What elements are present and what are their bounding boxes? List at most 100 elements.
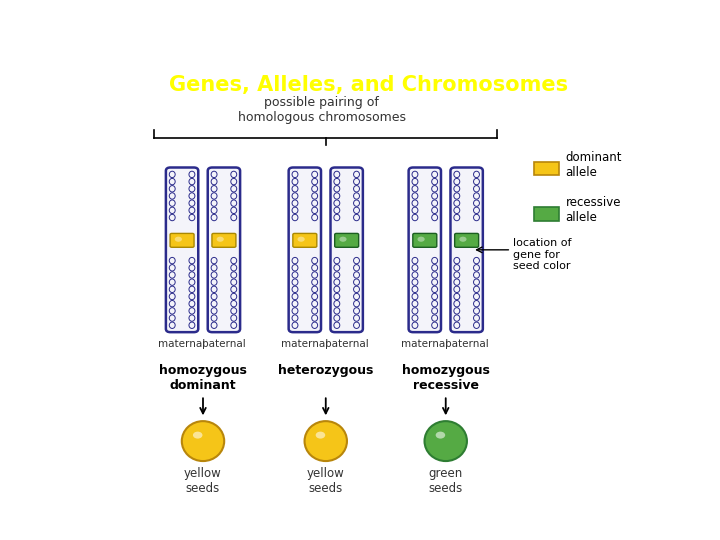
Ellipse shape <box>412 300 418 307</box>
Ellipse shape <box>354 308 359 314</box>
Ellipse shape <box>211 308 217 314</box>
Ellipse shape <box>412 308 418 314</box>
Ellipse shape <box>432 300 438 307</box>
Ellipse shape <box>211 178 217 185</box>
Ellipse shape <box>454 258 460 264</box>
FancyBboxPatch shape <box>166 167 198 332</box>
Ellipse shape <box>334 200 340 206</box>
Ellipse shape <box>231 193 237 199</box>
Text: heterozygous: heterozygous <box>278 364 374 377</box>
Ellipse shape <box>454 308 460 314</box>
Ellipse shape <box>354 322 359 328</box>
Ellipse shape <box>354 265 359 271</box>
Ellipse shape <box>454 186 460 192</box>
Ellipse shape <box>334 286 340 293</box>
Ellipse shape <box>474 265 480 271</box>
Ellipse shape <box>454 286 460 293</box>
FancyBboxPatch shape <box>172 234 192 246</box>
Ellipse shape <box>474 193 480 199</box>
Ellipse shape <box>334 272 340 278</box>
Ellipse shape <box>432 293 438 300</box>
FancyBboxPatch shape <box>295 234 315 246</box>
Ellipse shape <box>312 322 318 328</box>
Ellipse shape <box>459 237 467 242</box>
FancyBboxPatch shape <box>415 234 435 246</box>
Ellipse shape <box>454 200 460 206</box>
Ellipse shape <box>169 279 175 285</box>
Ellipse shape <box>474 315 480 321</box>
Ellipse shape <box>231 171 237 178</box>
Ellipse shape <box>211 214 217 221</box>
Ellipse shape <box>231 207 237 213</box>
Ellipse shape <box>211 300 217 307</box>
Text: paternal: paternal <box>325 339 369 349</box>
Ellipse shape <box>432 258 438 264</box>
Ellipse shape <box>231 315 237 321</box>
Ellipse shape <box>312 300 318 307</box>
Ellipse shape <box>312 308 318 314</box>
Ellipse shape <box>412 186 418 192</box>
Ellipse shape <box>412 214 418 221</box>
FancyBboxPatch shape <box>208 167 240 332</box>
Ellipse shape <box>418 237 425 242</box>
Ellipse shape <box>189 214 195 221</box>
Ellipse shape <box>292 315 298 321</box>
Ellipse shape <box>454 300 460 307</box>
Ellipse shape <box>169 186 175 192</box>
Ellipse shape <box>189 193 195 199</box>
Ellipse shape <box>189 178 195 185</box>
Ellipse shape <box>292 214 298 221</box>
Ellipse shape <box>292 293 298 300</box>
Text: homozygous
dominant: homozygous dominant <box>159 364 247 392</box>
Ellipse shape <box>292 193 298 199</box>
Ellipse shape <box>334 178 340 185</box>
Ellipse shape <box>432 214 438 221</box>
Ellipse shape <box>231 322 237 328</box>
FancyBboxPatch shape <box>534 161 559 175</box>
FancyBboxPatch shape <box>170 233 194 247</box>
Ellipse shape <box>312 293 318 300</box>
Ellipse shape <box>454 322 460 328</box>
Ellipse shape <box>211 200 217 206</box>
Ellipse shape <box>169 258 175 264</box>
Text: maternal: maternal <box>401 339 449 349</box>
Ellipse shape <box>169 178 175 185</box>
Ellipse shape <box>231 178 237 185</box>
Ellipse shape <box>169 265 175 271</box>
Ellipse shape <box>354 258 359 264</box>
Ellipse shape <box>454 279 460 285</box>
Ellipse shape <box>292 186 298 192</box>
Ellipse shape <box>211 272 217 278</box>
Ellipse shape <box>312 186 318 192</box>
Ellipse shape <box>315 431 325 438</box>
Ellipse shape <box>189 322 195 328</box>
Ellipse shape <box>312 207 318 213</box>
Text: Genes, Alleles, and Chromosomes: Genes, Alleles, and Chromosomes <box>169 75 569 95</box>
Ellipse shape <box>312 265 318 271</box>
FancyBboxPatch shape <box>293 233 317 247</box>
Ellipse shape <box>169 286 175 293</box>
Ellipse shape <box>334 193 340 199</box>
Ellipse shape <box>189 171 195 178</box>
Ellipse shape <box>474 279 480 285</box>
FancyBboxPatch shape <box>534 207 559 221</box>
Ellipse shape <box>312 279 318 285</box>
Text: location of
gene for
seed color: location of gene for seed color <box>513 238 572 272</box>
Ellipse shape <box>312 272 318 278</box>
Ellipse shape <box>432 186 438 192</box>
Ellipse shape <box>312 315 318 321</box>
Ellipse shape <box>354 186 359 192</box>
Ellipse shape <box>292 322 298 328</box>
Ellipse shape <box>189 293 195 300</box>
Text: paternal: paternal <box>445 339 489 349</box>
Ellipse shape <box>354 214 359 221</box>
Ellipse shape <box>169 200 175 206</box>
Ellipse shape <box>175 237 182 242</box>
Ellipse shape <box>432 200 438 206</box>
Ellipse shape <box>231 293 237 300</box>
Ellipse shape <box>231 265 237 271</box>
Ellipse shape <box>334 265 340 271</box>
Ellipse shape <box>474 308 480 314</box>
FancyBboxPatch shape <box>330 167 363 332</box>
Ellipse shape <box>211 286 217 293</box>
